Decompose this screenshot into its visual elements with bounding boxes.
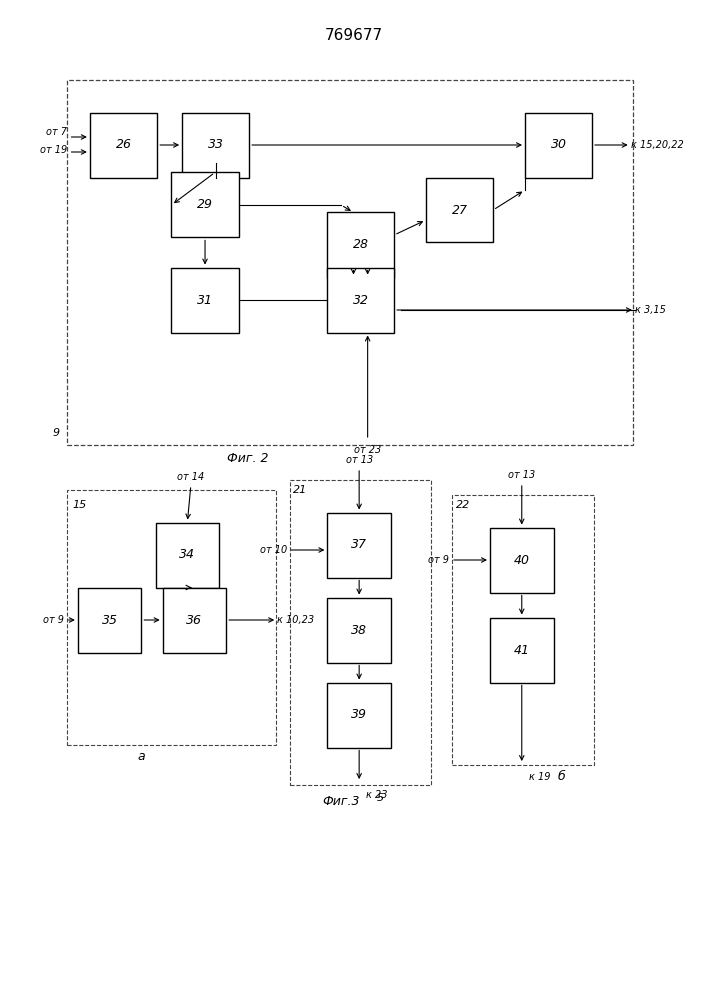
- FancyBboxPatch shape: [182, 112, 249, 178]
- FancyBboxPatch shape: [171, 172, 238, 237]
- Text: к 23: к 23: [366, 790, 387, 800]
- FancyBboxPatch shape: [327, 268, 394, 332]
- Text: к 10,23: к 10,23: [277, 615, 315, 625]
- Text: 5: 5: [377, 793, 384, 803]
- FancyBboxPatch shape: [525, 112, 592, 178]
- Text: от 13: от 13: [346, 455, 373, 465]
- Text: 28: 28: [353, 238, 368, 251]
- Text: 33: 33: [208, 138, 223, 151]
- Text: Фиг. 2: Фиг. 2: [227, 452, 268, 464]
- FancyBboxPatch shape: [327, 597, 391, 662]
- Text: 38: 38: [351, 624, 367, 637]
- FancyBboxPatch shape: [327, 212, 394, 277]
- Text: б: б: [557, 770, 565, 783]
- FancyBboxPatch shape: [163, 587, 226, 652]
- Text: от 7: от 7: [46, 127, 67, 137]
- Text: от 10: от 10: [259, 545, 287, 555]
- Text: 30: 30: [551, 138, 566, 151]
- FancyBboxPatch shape: [327, 683, 391, 748]
- Text: 22: 22: [456, 500, 470, 510]
- Text: от 13: от 13: [508, 470, 535, 480]
- Text: 26: 26: [116, 138, 132, 151]
- Text: к 15,20,22: к 15,20,22: [631, 140, 684, 150]
- FancyBboxPatch shape: [78, 587, 141, 652]
- Text: 15: 15: [73, 500, 87, 510]
- Text: а: а: [138, 750, 145, 763]
- Text: 9: 9: [53, 428, 60, 438]
- FancyBboxPatch shape: [426, 178, 493, 242]
- FancyBboxPatch shape: [156, 522, 219, 587]
- Text: от 9: от 9: [428, 555, 449, 565]
- Text: 27: 27: [452, 204, 467, 217]
- Text: 41: 41: [514, 644, 530, 656]
- FancyBboxPatch shape: [327, 512, 391, 578]
- Text: 34: 34: [180, 548, 195, 562]
- FancyBboxPatch shape: [490, 617, 554, 682]
- FancyBboxPatch shape: [490, 528, 554, 592]
- Text: 31: 31: [197, 294, 213, 306]
- Text: 37: 37: [351, 538, 367, 552]
- Text: к 19: к 19: [529, 772, 550, 782]
- Text: к 3,15: к 3,15: [635, 305, 666, 315]
- Text: 39: 39: [351, 708, 367, 722]
- Text: 29: 29: [197, 198, 213, 212]
- FancyBboxPatch shape: [171, 268, 238, 332]
- Text: от 19: от 19: [40, 145, 67, 155]
- Text: 32: 32: [353, 294, 368, 306]
- Text: 36: 36: [187, 613, 202, 626]
- Text: от 23: от 23: [354, 445, 381, 455]
- Text: 35: 35: [102, 613, 117, 626]
- Text: от 9: от 9: [42, 615, 64, 625]
- Text: 769677: 769677: [325, 27, 382, 42]
- Text: от 14: от 14: [177, 472, 204, 482]
- Text: 40: 40: [514, 554, 530, 566]
- Text: 21: 21: [293, 485, 308, 495]
- Text: Фиг.3: Фиг.3: [322, 795, 361, 808]
- FancyBboxPatch shape: [90, 112, 157, 178]
